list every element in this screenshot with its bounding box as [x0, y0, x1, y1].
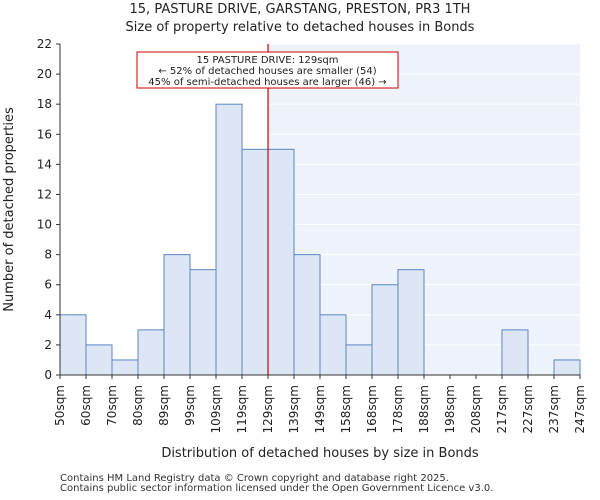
x-tick-label: 168sqm [365, 385, 379, 433]
x-tick-label: 80sqm [131, 385, 145, 426]
y-tick-label: 0 [44, 368, 52, 382]
bar [59, 314, 87, 376]
footer-line-1: Contains HM Land Registry data © Crown c… [60, 473, 449, 484]
annotation-line-3: 45% of semi-detached houses are larger (… [148, 77, 386, 88]
x-tick-label: 237sqm [547, 385, 561, 433]
y-tick-label: 14 [37, 157, 52, 171]
footer-line-2: Contains public sector information licen… [60, 483, 494, 494]
bar [85, 344, 113, 376]
bar [189, 269, 217, 376]
bar [345, 344, 373, 376]
x-tick-label: 70sqm [105, 385, 119, 426]
bar [241, 148, 269, 376]
bar [371, 284, 399, 376]
bar [553, 359, 581, 376]
bar [293, 254, 321, 376]
x-tick-label: 50sqm [53, 385, 67, 426]
x-axis-label: Distribution of detached houses by size … [161, 446, 479, 461]
y-tick-label: 6 [44, 278, 52, 292]
y-tick-label: 10 [37, 218, 52, 232]
bar [319, 314, 347, 376]
x-tick-label: 217sqm [495, 385, 509, 433]
y-tick-label: 8 [44, 248, 52, 262]
y-tick-label: 12 [37, 187, 52, 201]
chart-title: 15, PASTURE DRIVE, GARSTANG, PRESTON, PR… [129, 2, 471, 17]
y-tick-label: 4 [44, 308, 52, 322]
bar [397, 269, 425, 376]
y-axis-label: Number of detached properties [2, 107, 17, 312]
x-tick-label: 198sqm [443, 385, 457, 433]
x-tick-label: 158sqm [339, 385, 353, 433]
bar [137, 329, 165, 376]
annotation-line-1: 15 PASTURE DRIVE: 129sqm [196, 55, 338, 66]
x-tick-label: 247sqm [573, 385, 587, 433]
chart-subtitle: Size of property relative to detached ho… [125, 20, 475, 35]
bar [267, 148, 295, 376]
bar [163, 254, 191, 376]
x-tick-label: 60sqm [79, 385, 93, 426]
x-tick-label: 149sqm [313, 385, 327, 433]
x-tick-label: 139sqm [287, 385, 301, 433]
annotation-line-2: ← 52% of detached houses are smaller (54… [158, 66, 376, 77]
y-tick-label: 18 [37, 97, 52, 111]
bar [501, 329, 529, 376]
y-tick-label: 16 [37, 127, 52, 141]
y-tick-label: 2 [44, 338, 52, 352]
x-tick-label: 119sqm [235, 385, 249, 433]
y-tick-label: 20 [37, 67, 52, 81]
y-tick-label: 22 [37, 37, 52, 51]
x-tick-label: 188sqm [417, 385, 431, 433]
x-tick-label: 109sqm [209, 385, 223, 433]
x-tick-label: 208sqm [469, 385, 483, 433]
bar [111, 359, 139, 376]
x-tick-label: 129sqm [261, 385, 275, 433]
x-tick-label: 227sqm [521, 385, 535, 433]
bar [215, 103, 243, 376]
x-tick-label: 178sqm [391, 385, 405, 433]
x-tick-label: 99sqm [183, 385, 197, 426]
x-tick-label: 89sqm [157, 385, 171, 426]
annotation-box [136, 51, 399, 89]
